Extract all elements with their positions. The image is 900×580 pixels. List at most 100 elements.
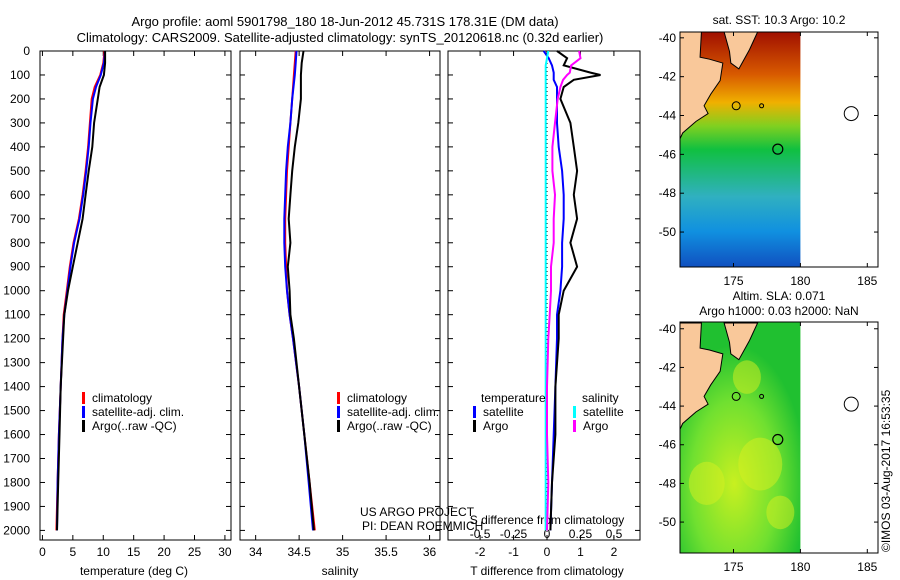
salinity-legend-1-label: satellite-adj. clim. — [347, 405, 439, 419]
temperature-line-satellite — [56, 50, 107, 531]
temperature-xtick-label: 10 — [97, 545, 111, 559]
t-difference-xtick-label: -1 — [508, 545, 519, 559]
depth-tick-label: 400 — [10, 140, 30, 154]
sst-map-frame — [679, 31, 879, 268]
s-difference-tick-label: 0.5 — [606, 527, 623, 541]
depth-tick-label: 100 — [10, 68, 30, 82]
sla-map-lon-label: 185 — [857, 560, 877, 574]
imos-timestamp: ©IMOS 03-Aug-2017 16:53:35 — [879, 389, 893, 552]
salinity-xtick-label: 34 — [249, 545, 263, 559]
depth-tick-label: 200 — [10, 92, 30, 106]
temperature-legend-0-swatch — [82, 392, 85, 404]
sst-map-float-position-marker — [772, 143, 784, 155]
sla-map-south-island — [679, 322, 724, 430]
sst-map-lat-label: -46 — [659, 147, 677, 161]
sla-map-lat-label: -40 — [659, 322, 677, 336]
t-difference-axis-label: T difference from climatology — [470, 564, 624, 578]
depth-tick-label: 0 — [23, 44, 30, 58]
legend-header-temperature: temperature — [481, 391, 546, 405]
temperature-panel-frame — [39, 50, 232, 541]
sla-map-north-island — [723, 322, 759, 361]
sla-map-anomaly-blob — [738, 437, 783, 491]
sst-map-bathymetry-contour — [759, 103, 765, 109]
diff-legend-s-satellite-swatch — [573, 406, 576, 418]
salinity-axis-label: salinity — [322, 564, 359, 578]
sst-map-lat-label: -50 — [659, 225, 677, 239]
sla-map-anomaly-blob — [732, 360, 761, 394]
sst-map-lon-label: 180 — [790, 274, 810, 288]
sla-map-lat-label: -44 — [659, 399, 677, 413]
sst-map-lon-label: 175 — [723, 274, 743, 288]
sla-map-title-line2: Argo h1000: 0.03 h2000: NaN — [699, 304, 858, 318]
depth-tick-label: 900 — [10, 260, 30, 274]
salinity-legend-0-label: climatology — [347, 391, 407, 405]
temperature-legend-1-swatch — [82, 406, 85, 418]
s-difference-tick-label: 0 — [544, 527, 551, 541]
t-difference-xtick-label: -2 — [475, 545, 486, 559]
difference-line-t-argo — [549, 50, 601, 531]
salinity-xtick-label: 36 — [423, 545, 437, 559]
salinity-panel-frame — [239, 50, 441, 541]
pi-credit: PI: DEAN ROEMMICH — [362, 519, 483, 533]
temperature-legend-2-swatch — [82, 420, 85, 432]
depth-tick-label: 1500 — [3, 404, 30, 418]
salinity-legend-2-label: Argo(..raw -QC) — [347, 419, 432, 433]
temperature-legend-1-label: satellite-adj. clim. — [92, 405, 184, 419]
temperature-axis-label: temperature (deg C) — [80, 564, 188, 578]
temperature-xtick-label: 5 — [70, 545, 77, 559]
temperature-xtick-label: 20 — [157, 545, 171, 559]
depth-tick-label: 1200 — [3, 332, 30, 346]
sla-map-bathymetry-contour — [731, 391, 741, 401]
sst-map-title: sat. SST: 10.3 Argo: 10.2 — [713, 13, 846, 27]
depth-tick-label: 1900 — [3, 499, 30, 513]
depth-tick-label: 1700 — [3, 452, 30, 466]
depth-tick-label: 300 — [10, 116, 30, 130]
temperature-xtick-label: 25 — [188, 545, 202, 559]
difference-line-s-argo — [546, 50, 582, 531]
depth-tick-label: 1000 — [3, 284, 30, 298]
figure-title-line2: Climatology: CARS2009. Satellite-adjuste… — [77, 30, 604, 45]
t-difference-xtick-label: 2 — [611, 545, 618, 559]
temperature-xtick-label: 30 — [218, 545, 232, 559]
difference-line-s-satellite — [544, 50, 550, 531]
diff-legend-s-satellite-label: satellite — [583, 405, 624, 419]
salinity-legend-2-swatch — [337, 420, 340, 432]
salinity-xtick-label: 35 — [336, 545, 350, 559]
sla-map-lat-label: -46 — [659, 438, 677, 452]
depth-tick-label: 700 — [10, 212, 30, 226]
diff-legend-s-argo-swatch — [573, 420, 576, 432]
sst-map-lat-label: -42 — [659, 70, 677, 84]
sla-map-bathymetry-contour — [759, 393, 765, 399]
sst-map-lat-label: -40 — [659, 31, 677, 45]
diff-legend-s-argo-label: Argo — [583, 419, 609, 433]
sst-map-lon-label: 185 — [857, 274, 877, 288]
diff-legend-t-argo-label: Argo — [483, 419, 509, 433]
depth-tick-label: 1800 — [3, 475, 30, 489]
s-difference-tick-label: -0.25 — [500, 527, 528, 541]
depth-tick-label: 1600 — [3, 428, 30, 442]
legend-header-salinity: salinity — [582, 391, 619, 405]
sla-map-float-position-marker — [772, 433, 784, 446]
temperature-legend-0-label: climatology — [92, 391, 152, 405]
depth-tick-label: 1300 — [3, 356, 30, 370]
temperature-xtick-label: 15 — [127, 545, 141, 559]
temperature-xtick-label: 0 — [39, 545, 46, 559]
salinity-line-argo — [286, 50, 315, 531]
project-credit: US ARGO PROJECT — [360, 505, 475, 519]
depth-tick-label: 1400 — [3, 380, 30, 394]
diff-legend-t-satellite-label: satellite — [483, 405, 524, 419]
salinity-xtick-label: 34.5 — [287, 545, 311, 559]
diff-legend-t-satellite-swatch — [473, 406, 476, 418]
sla-map-lat-label: -42 — [659, 360, 677, 374]
sla-map-lon-label: 180 — [790, 560, 810, 574]
depth-tick-label: 500 — [10, 164, 30, 178]
figure-title-line1: Argo profile: aoml 5901798_180 18-Jun-20… — [131, 14, 558, 29]
sla-map-title-line1: Altim. SLA: 0.071 — [733, 289, 826, 303]
salinity-legend-0-swatch — [337, 392, 340, 404]
sla-map-anomaly-blob — [688, 461, 725, 506]
diff-legend-t-argo-swatch — [473, 420, 476, 432]
sst-map-chatham-islands — [843, 106, 859, 122]
sla-map-chatham-islands — [843, 396, 859, 412]
temperature-legend-2-label: Argo(..raw -QC) — [92, 419, 177, 433]
